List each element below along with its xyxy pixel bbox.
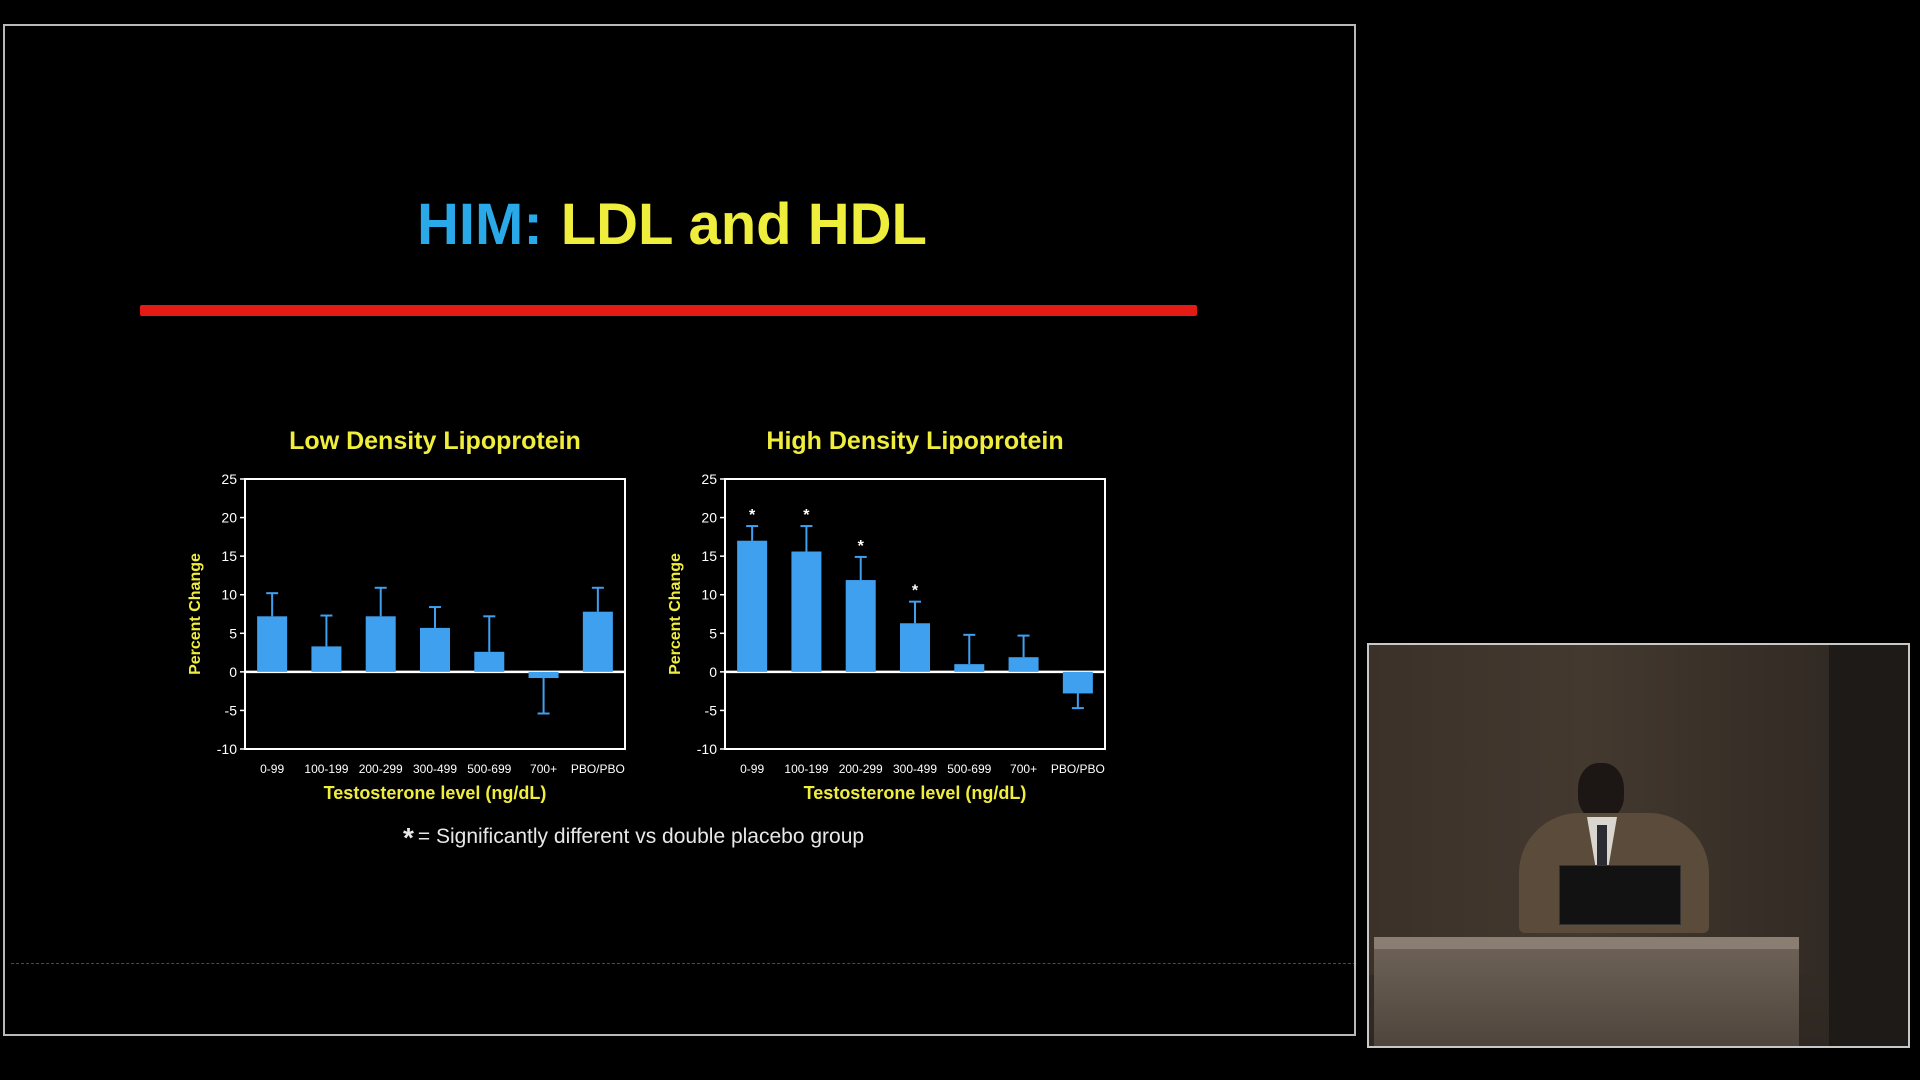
- hdl-chart: High Density Lipoprotein 25 20 15 10 5 0 -5 -10 P…: [667, 427, 1106, 803]
- x-tick-label: 300-499: [413, 762, 457, 776]
- y-tick-label: 10: [221, 587, 237, 603]
- bar-500-699: [954, 664, 985, 672]
- x-tick-label: 300-499: [893, 762, 937, 776]
- bar-700+: [528, 671, 559, 679]
- y-tick-label: 20: [221, 510, 237, 526]
- x-tick-label: 700+: [530, 762, 557, 776]
- x-tick-label: 100-199: [304, 762, 348, 776]
- laptop: [1559, 865, 1681, 925]
- podium: [1374, 945, 1799, 1046]
- ldl-chart: Low Density Lipoprotein 25 20 15 10 5 0 -5 -10 Pe…: [187, 427, 626, 803]
- x-tick-label: 200-299: [839, 762, 883, 776]
- y-tick-label: 25: [221, 471, 237, 487]
- x-tick-label: 500-699: [467, 762, 511, 776]
- y-tick-label: 0: [709, 664, 717, 680]
- y-tick-label: 5: [709, 625, 717, 641]
- y-tick-label: 15: [701, 548, 717, 564]
- y-tick-label: 20: [701, 510, 717, 526]
- x-tick-label: PBO/PBO: [571, 762, 625, 776]
- slide-title-prefix: HIM:: [417, 192, 543, 257]
- x-axis-label: Testosterone level (ng/dL): [324, 783, 547, 803]
- bar-100-199: [791, 551, 822, 672]
- footnote-star: *: [403, 822, 414, 853]
- slide-title: HIM: LDL and HDL: [5, 191, 1339, 258]
- x-tick-label: PBO/PBO: [1051, 762, 1105, 776]
- footnote: * = Significantly different vs double pla…: [403, 822, 864, 854]
- x-tick-label: 0-99: [260, 762, 284, 776]
- y-tick-label: 5: [229, 625, 237, 641]
- y-tick-label: 15: [221, 548, 237, 564]
- stage-wall-panel: [1829, 645, 1908, 1046]
- bar-300-499: [420, 627, 450, 672]
- x-tick-label: 0-99: [740, 762, 764, 776]
- y-tick-label: -5: [225, 702, 238, 718]
- bar-0-99: [737, 540, 768, 672]
- presenter-tie: [1597, 825, 1607, 883]
- y-tick-label: 0: [229, 664, 237, 680]
- x-tick-label: 500-699: [947, 762, 991, 776]
- y-tick-label: -5: [705, 702, 718, 718]
- bar-PBO/PBO: [582, 611, 613, 672]
- bar-500-699: [474, 651, 505, 672]
- slide-frame: HIM: LDL and HDL Low Density Lipoprotein 2…: [3, 24, 1356, 1036]
- bar-300-499: [900, 623, 930, 672]
- y-tick-label: 25: [701, 471, 717, 487]
- significance-star: *: [803, 507, 810, 524]
- y-tick-label: -10: [697, 741, 717, 757]
- chart-title: Low Density Lipoprotein: [289, 427, 581, 455]
- significance-star: *: [749, 507, 756, 524]
- y-tick-label: -10: [217, 741, 237, 757]
- bar-100-199: [311, 646, 342, 672]
- x-axis-label: Testosterone level (ng/dL): [804, 783, 1027, 803]
- podium-top: [1374, 937, 1799, 949]
- significance-star: *: [912, 583, 919, 600]
- x-tick-label: 200-299: [359, 762, 403, 776]
- bar-200-299: [845, 580, 876, 672]
- bar-0-99: [257, 616, 288, 672]
- presenter-head: [1578, 763, 1624, 819]
- title-underline: [140, 305, 1197, 316]
- y-axis-label: Percent Change: [667, 553, 684, 675]
- plot-frame: [244, 478, 626, 750]
- bar-200-299: [365, 616, 396, 672]
- significance-star: *: [858, 538, 865, 555]
- bar-700+: [1008, 657, 1039, 672]
- chart-title: High Density Lipoprotein: [766, 427, 1063, 455]
- y-tick-label: 10: [701, 587, 717, 603]
- slide-title-main: LDL and HDL: [560, 192, 927, 257]
- plot-frame: [724, 478, 1106, 750]
- y-axis-label: Percent Change: [187, 553, 204, 675]
- footnote-text: = Significantly different vs double plac…: [417, 825, 865, 848]
- x-tick-label: 700+: [1010, 762, 1037, 776]
- speaker-video: [1367, 643, 1910, 1048]
- bar-PBO/PBO: [1062, 671, 1093, 694]
- slide-bottom-rule: [11, 963, 1354, 964]
- x-tick-label: 100-199: [784, 762, 828, 776]
